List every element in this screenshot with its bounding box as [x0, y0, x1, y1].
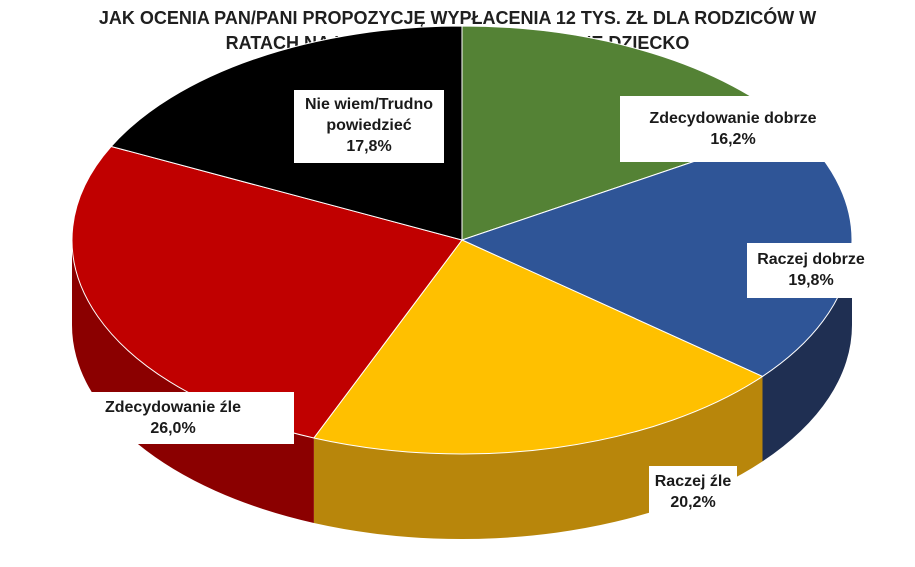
- data-label-zdecydowanie-dobrze: Zdecydowanie dobrze 16,2%: [620, 96, 846, 162]
- data-label-value: 16,2%: [710, 131, 756, 148]
- data-label-zdecydowanie-zle: Zdecydowanie źle 26,0%: [52, 392, 294, 444]
- data-label-value: 20,2%: [670, 494, 716, 511]
- data-label-value: 19,8%: [788, 272, 834, 289]
- data-label-value: 26,0%: [150, 420, 196, 437]
- pie-side-raczej-dobrze: [762, 240, 852, 462]
- data-label-category: Raczej źle: [654, 473, 732, 490]
- data-label-value: 17,8%: [346, 138, 392, 155]
- pie-slice-nie-wiem-trudno-powiedziec: [110, 25, 463, 241]
- pie-slice-raczej-zle: [313, 239, 764, 455]
- data-label-category: Zdecydowanie źle: [104, 399, 242, 416]
- pie-side-zdecydowanie-zle: [72, 240, 314, 523]
- data-label-raczej-zle: Raczej źle 20,2%: [649, 466, 737, 519]
- data-label-nie-wiem: Nie wiem/Trudno powiedzieć 17,8%: [294, 90, 444, 163]
- data-label-category: Raczej dobrze: [757, 251, 865, 268]
- data-label-category: Zdecydowanie dobrze: [649, 110, 817, 127]
- data-label-raczej-dobrze: Raczej dobrze 19,8%: [747, 243, 875, 298]
- data-label-category-line-2: powiedzieć: [326, 117, 412, 134]
- data-label-category: Nie wiem/Trudno: [304, 96, 433, 113]
- chart-title-line-1: JAK OCENIA PAN/PANI PROPOZYCJĘ WYPŁACENI…: [98, 8, 817, 28]
